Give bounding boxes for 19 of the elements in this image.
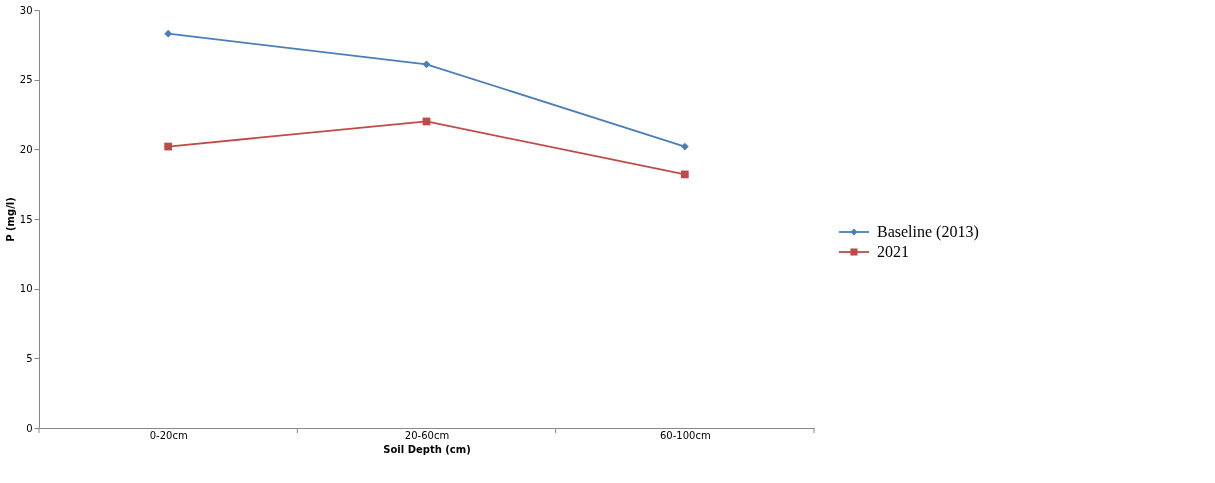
point bbox=[422, 60, 431, 69]
y-tick-label: 15 bbox=[19, 213, 33, 225]
x-tick-label: 60-100cm bbox=[660, 429, 711, 441]
point bbox=[164, 29, 173, 38]
x-tick-label: 0-20cm bbox=[149, 429, 188, 441]
y-tick-label: 10 bbox=[19, 283, 33, 295]
y-axis-title: P (mg/l) bbox=[4, 197, 16, 242]
x-tick-label: 20-60cm bbox=[404, 429, 450, 441]
y-tick-label: 25 bbox=[19, 74, 33, 86]
point bbox=[680, 170, 689, 179]
y-tick-label: 0 bbox=[26, 422, 33, 434]
y-tick-label: 30 bbox=[19, 4, 33, 16]
legend-label: Baseline (2013) bbox=[877, 223, 979, 241]
y-tick-label: 20 bbox=[19, 143, 33, 155]
legend-label: 2021 bbox=[877, 243, 909, 260]
point bbox=[680, 142, 689, 151]
point bbox=[164, 142, 173, 151]
x-axis-title: Soil Depth (cm) bbox=[383, 443, 471, 455]
y-tick-label: 5 bbox=[26, 352, 33, 364]
